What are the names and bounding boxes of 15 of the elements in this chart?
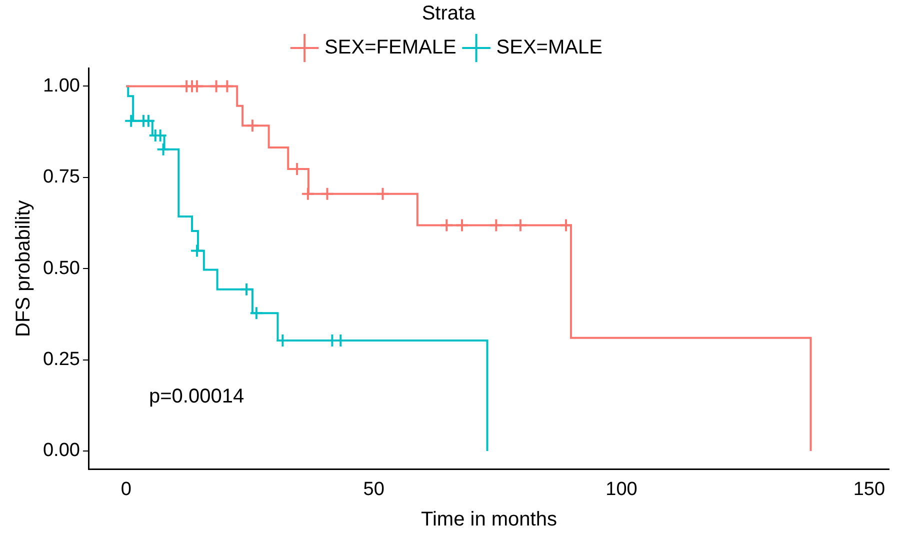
y-tick-label: 0.00 xyxy=(42,440,80,462)
legend-title: Strata xyxy=(422,2,476,25)
x-tick-label: 150 xyxy=(853,478,886,500)
legend-label: SEX=FEMALE xyxy=(324,36,456,59)
x-axis-title: Time in months xyxy=(421,508,557,531)
y-tick-label: 1.00 xyxy=(42,75,80,96)
annotation: p=0.00014 xyxy=(148,386,244,408)
y-axis-title: DFS probability xyxy=(12,200,35,337)
x-tick-label: 0 xyxy=(120,478,132,500)
legend-label: SEX=MALE xyxy=(496,36,602,59)
y-tick-label: 0.25 xyxy=(42,349,80,370)
y-tick-label: 0.75 xyxy=(42,166,80,188)
x-tick-label: 50 xyxy=(363,478,384,500)
y-tick-label: 0.50 xyxy=(42,258,80,279)
x-tick-label: 100 xyxy=(606,478,638,500)
